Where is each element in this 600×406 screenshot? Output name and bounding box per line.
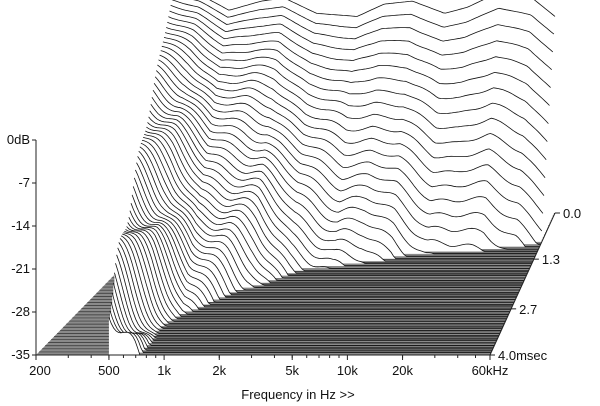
slice-line — [161, 45, 544, 214]
x-tick-label: 200 — [29, 363, 51, 378]
slice-line — [151, 96, 533, 262]
slice-line — [129, 210, 511, 310]
x-axis-title: Frequency in Hz >> — [241, 387, 354, 402]
slice-line — [153, 83, 536, 257]
slice-line — [110, 302, 493, 351]
slice-line — [135, 169, 517, 298]
slice-line — [157, 64, 539, 250]
x-tick-label: 500 — [98, 363, 120, 378]
slice-line — [154, 76, 537, 255]
slice-line — [145, 130, 527, 276]
slice-line — [152, 89, 535, 260]
slice-line — [168, 16, 550, 106]
y-tick-label: -14 — [11, 218, 30, 233]
axes — [35, 140, 556, 356]
x-tick-label: 1k — [157, 363, 171, 378]
slice-line — [160, 50, 543, 232]
slice-line — [144, 134, 526, 279]
slice-line — [122, 233, 504, 327]
slice-line — [148, 116, 530, 269]
y-tick-label: -21 — [11, 261, 30, 276]
slice-fill — [124, 231, 506, 322]
y-axis-ticks: 0dB -7 -14 -21 -28 -35 — [7, 132, 36, 362]
slice-line — [140, 142, 522, 286]
slice-line — [138, 150, 520, 291]
slice-line — [125, 229, 507, 320]
slice-line — [111, 292, 494, 349]
z-axis-line — [489, 212, 556, 356]
slice-line — [143, 137, 525, 281]
y-tick-label: -7 — [18, 175, 30, 190]
z-tick-label: 4.0msec — [498, 348, 548, 363]
y-tick-label: -28 — [11, 304, 30, 319]
slice-line — [112, 282, 495, 346]
x-tick-label: 20k — [392, 363, 413, 378]
slice-line — [149, 110, 531, 267]
slice-line — [126, 226, 508, 317]
slice-line — [123, 232, 505, 325]
slice-line — [139, 146, 521, 288]
slice-line — [209, 0, 556, 17]
slice-line — [166, 27, 548, 142]
slice-line — [141, 139, 524, 284]
slice-line — [117, 247, 499, 337]
y-tick-label: -35 — [11, 347, 30, 362]
slice-line — [118, 242, 500, 334]
z-tick-label: 2.7 — [519, 302, 537, 317]
slice-line — [158, 59, 540, 248]
z-axis-ticks: 0.0 1.3 2.7 4.0msec — [490, 206, 581, 363]
x-tick-label: 10k — [337, 363, 358, 378]
slice-line — [114, 272, 496, 344]
slice-line — [164, 32, 547, 160]
slice-line — [167, 21, 549, 124]
slice-line — [133, 177, 516, 300]
slice-line — [109, 310, 492, 353]
slice-line — [170, 4, 552, 70]
z-tick-label: 1.3 — [542, 252, 560, 267]
slice-line — [163, 37, 546, 178]
x-tick-label: 60kHz — [472, 363, 509, 378]
slice-line — [159, 54, 541, 245]
slice-line — [146, 126, 528, 274]
slice-line — [156, 70, 538, 252]
slice-line — [137, 156, 519, 293]
slice-line — [115, 263, 497, 341]
slice-line — [127, 222, 509, 315]
slice-line — [120, 235, 503, 329]
x-tick-label: 2k — [212, 363, 226, 378]
x-axis-ticks: 200 500 1k 2k 5k 10k 20k 60kHz — [29, 355, 508, 378]
slice-line — [169, 10, 551, 88]
slice-line — [130, 203, 512, 308]
slice-line — [128, 217, 510, 313]
slice-line — [116, 254, 498, 339]
waterfall-slices — [108, 0, 556, 356]
slice-line — [147, 122, 529, 272]
slice-line — [131, 194, 514, 305]
z-tick-label: 0.0 — [563, 206, 581, 221]
slice-line — [119, 238, 501, 332]
slice-fill — [141, 140, 524, 283]
slice-line — [124, 230, 506, 322]
y-tick-label: 0dB — [7, 132, 30, 147]
slice-line — [162, 41, 545, 196]
slice-line — [136, 162, 518, 296]
x-tick-label: 5k — [285, 363, 299, 378]
slice-line — [171, 0, 554, 53]
slice-line — [132, 186, 515, 303]
slice-line — [193, 0, 555, 35]
slice-line — [150, 103, 532, 264]
